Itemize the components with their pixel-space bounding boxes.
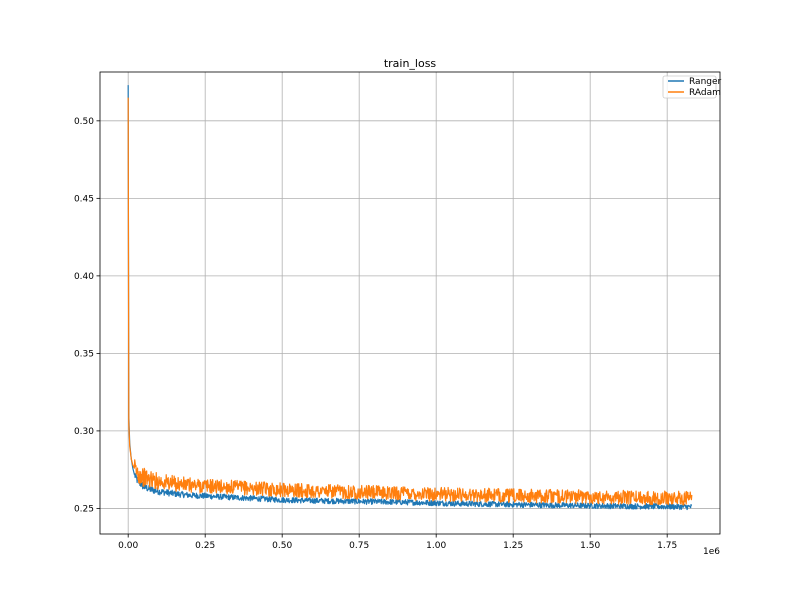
chart-title: train_loss (384, 57, 437, 70)
x-tick-label: 0.75 (349, 541, 369, 551)
x-offset-label: 1e6 (703, 547, 720, 557)
x-tick-label: 1.00 (426, 541, 446, 551)
y-tick-label: 0.25 (74, 504, 94, 514)
series-layer (127, 85, 693, 511)
legend-label-radam: RAdam (689, 88, 721, 98)
series-line-ranger (127, 85, 693, 511)
tick-layer: 0.00 0.25 0.50 0.75 1.00 1.25 1.50 1.75 0.25 0.30… (74, 117, 677, 551)
x-tick-label: 0.50 (272, 541, 292, 551)
legend: Ranger RAdam (662, 75, 722, 99)
x-tick-label: 1.25 (503, 541, 523, 551)
y-tick-label: 0.30 (74, 427, 94, 437)
series-line-radam (127, 97, 693, 506)
x-tick-label: 0.25 (195, 541, 215, 551)
y-tick-label: 0.40 (74, 272, 94, 282)
x-tick-label: 1.75 (657, 541, 677, 551)
y-tick-label: 0.35 (74, 349, 94, 359)
x-tick-label: 1.50 (580, 541, 600, 551)
grid-layer (100, 72, 720, 534)
legend-label-ranger: Ranger (689, 77, 722, 87)
y-tick-label: 0.45 (74, 194, 94, 204)
x-tick-label: 0.00 (118, 541, 138, 551)
plot-frame (99, 71, 721, 535)
y-tick-label: 0.50 (74, 117, 94, 127)
